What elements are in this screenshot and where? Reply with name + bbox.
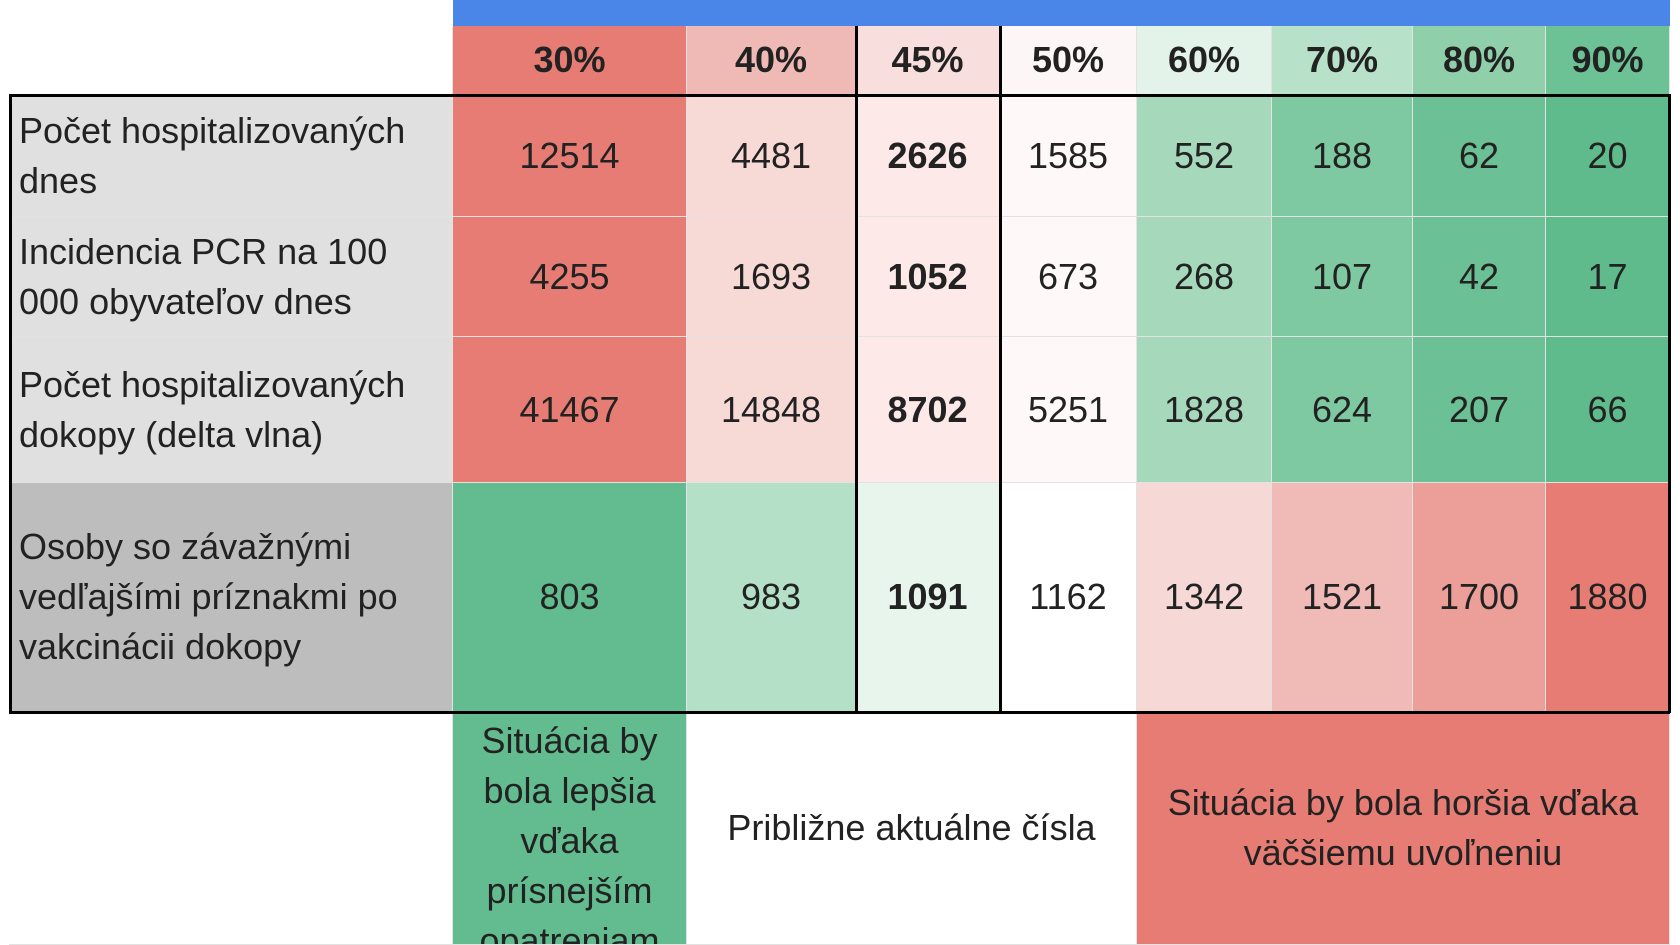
value-cell: 14848 xyxy=(687,337,856,483)
column-header: 70% xyxy=(1272,26,1413,95)
value-cell: 8702 xyxy=(856,337,1000,483)
value-cell: 1700 xyxy=(1413,483,1546,712)
value-cell: 673 xyxy=(1000,217,1137,337)
border xyxy=(1668,94,1671,713)
column-header: 90% xyxy=(1546,26,1670,95)
value-cell: 624 xyxy=(1272,337,1413,483)
value-cell: 1091 xyxy=(856,483,1000,712)
footer-better: Situácia by bola lepšia vďaka prísnejším… xyxy=(453,712,687,945)
value-cell: 803 xyxy=(453,483,687,712)
value-cell: 42 xyxy=(1413,217,1546,337)
value-cell: 107 xyxy=(1272,217,1413,337)
value-cell: 17 xyxy=(1546,217,1670,337)
value-cell: 1693 xyxy=(687,217,856,337)
value-cell: 1342 xyxy=(1137,483,1272,712)
value-cell: 1162 xyxy=(1000,483,1137,712)
column-header: 40% xyxy=(687,26,856,95)
value-cell: 1521 xyxy=(1272,483,1413,712)
value-cell: 5251 xyxy=(1000,337,1137,483)
value-cell: 1052 xyxy=(856,217,1000,337)
value-cell: 4481 xyxy=(687,95,856,217)
row-label: Počet hospitalizovaných dokopy (delta vl… xyxy=(9,337,453,483)
value-cell: 1880 xyxy=(1546,483,1670,712)
value-cell: 20 xyxy=(1546,95,1670,217)
column-header: 60% xyxy=(1137,26,1272,95)
border xyxy=(855,26,858,712)
row-label: Incidencia PCR na 100 000 obyvateľov dne… xyxy=(9,217,453,337)
row-label: Počet hospitalizovaných dnes xyxy=(9,95,453,217)
value-cell: 41467 xyxy=(453,337,687,483)
value-cell: 66 xyxy=(1546,337,1670,483)
footer-current: Približne aktuálne čísla xyxy=(687,712,1137,945)
value-cell: 207 xyxy=(1413,337,1546,483)
column-header: 50% xyxy=(1000,26,1137,95)
value-cell: 2626 xyxy=(856,95,1000,217)
value-cell: 1828 xyxy=(1137,337,1272,483)
value-cell: 62 xyxy=(1413,95,1546,217)
footer-worse: Situácia by bola horšia vďaka väčšiemu u… xyxy=(1137,712,1670,945)
title-bar xyxy=(453,0,1670,26)
empty-cell xyxy=(9,712,453,945)
value-cell: 12514 xyxy=(453,95,687,217)
border xyxy=(9,94,12,713)
border xyxy=(9,94,1670,97)
value-cell: 552 xyxy=(1137,95,1272,217)
value-cell: 188 xyxy=(1272,95,1413,217)
border xyxy=(999,26,1002,712)
row-label: Osoby so závažnými vedľajšími príznakmi … xyxy=(9,483,453,712)
corner-cell xyxy=(9,26,453,95)
column-header: 45% xyxy=(856,26,1000,95)
value-cell: 1585 xyxy=(1000,95,1137,217)
column-header: 30% xyxy=(453,26,687,95)
value-cell: 4255 xyxy=(453,217,687,337)
value-cell: 983 xyxy=(687,483,856,712)
column-header: 80% xyxy=(1413,26,1546,95)
border xyxy=(9,711,1670,714)
value-cell: 268 xyxy=(1137,217,1272,337)
